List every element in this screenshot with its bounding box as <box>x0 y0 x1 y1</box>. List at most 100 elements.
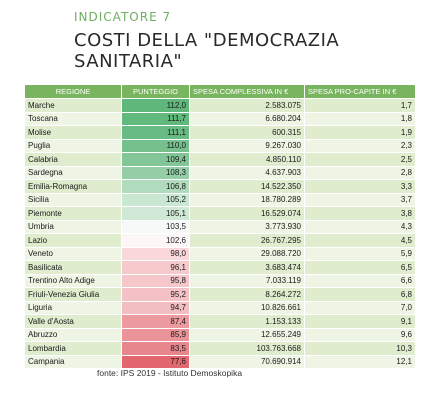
cell-spesa-complessiva: 26.767.295 <box>189 233 305 248</box>
table-row: Piemonte 105,1 16.529.074 3,8 <box>24 206 416 221</box>
cell-regione: Lombardia <box>24 341 122 356</box>
cell-regione: Emilia-Romagna <box>24 179 122 194</box>
cell-punteggio: 96,1 <box>121 260 190 275</box>
cell-spesa-pro-capite: 9,1 <box>304 314 416 329</box>
cell-spesa-pro-capite: 3,7 <box>304 192 416 207</box>
cell-regione: Piemonte <box>24 206 122 221</box>
cell-spesa-complessiva: 7.033.119 <box>189 273 305 288</box>
table-row: Sardegna 108,3 4.637.903 2,8 <box>24 165 416 180</box>
cell-spesa-complessiva: 1.153.133 <box>189 314 305 329</box>
cell-spesa-pro-capite: 3,3 <box>304 179 416 194</box>
cell-regione: Basilicata <box>24 260 122 275</box>
cell-spesa-complessiva: 9.267.030 <box>189 138 305 153</box>
cell-punteggio: 102,6 <box>121 233 190 248</box>
column-header-punteggio: PUNTEGGIO <box>121 84 190 99</box>
cell-spesa-complessiva: 8.264.272 <box>189 287 305 302</box>
table-row: Emilia-Romagna 106,8 14.522.350 3,3 <box>24 179 416 194</box>
cell-spesa-pro-capite: 7,0 <box>304 300 416 315</box>
cell-regione: Marche <box>24 98 122 113</box>
cell-regione: Molise <box>24 125 122 140</box>
cell-spesa-pro-capite: 4,5 <box>304 233 416 248</box>
table-row: Marche 112,0 2.583.075 1,7 <box>24 98 416 113</box>
table-row: Liguria 94,7 10.826.661 7,0 <box>24 300 416 315</box>
cell-spesa-complessiva: 103.763.668 <box>189 341 305 356</box>
cell-spesa-pro-capite: 5,9 <box>304 246 416 261</box>
table-row: Friuli-Venezia Giulia 95,2 8.264.272 6,8 <box>24 287 416 302</box>
cell-regione: Sardegna <box>24 165 122 180</box>
cell-spesa-complessiva: 4.637.903 <box>189 165 305 180</box>
cell-regione: Trentino Alto Adige <box>24 273 122 288</box>
cell-spesa-pro-capite: 6,8 <box>304 287 416 302</box>
cell-spesa-complessiva: 4.850.110 <box>189 152 305 167</box>
cell-punteggio: 103,5 <box>121 219 190 234</box>
cell-regione: Campania <box>24 354 122 369</box>
cell-regione: Puglia <box>24 138 122 153</box>
table-row: Trentino Alto Adige 95,8 7.033.119 6,6 <box>24 273 416 288</box>
table-body: Marche 112,0 2.583.075 1,7 Toscana 111,7 6.680… <box>24 98 416 369</box>
cell-punteggio: 105,2 <box>121 192 190 207</box>
cell-spesa-complessiva: 2.583.075 <box>189 98 305 113</box>
cell-regione: Abruzzo <box>24 327 122 342</box>
cell-regione: Sicilia <box>24 192 122 207</box>
column-header-spesa-complessiva: SPESA COMPLESSIVA IN € <box>189 84 305 99</box>
table-row: Sicilia 105,2 18.780.289 3,7 <box>24 192 416 207</box>
cell-punteggio: 98,0 <box>121 246 190 261</box>
cell-spesa-complessiva: 600.315 <box>189 125 305 140</box>
table-row: Umbria 103,5 3.773.930 4,3 <box>24 219 416 234</box>
cell-punteggio: 87,4 <box>121 314 190 329</box>
cell-spesa-pro-capite: 4,3 <box>304 219 416 234</box>
cell-spesa-pro-capite: 3,8 <box>304 206 416 221</box>
cell-spesa-pro-capite: 2,8 <box>304 165 416 180</box>
cell-punteggio: 105,1 <box>121 206 190 221</box>
cell-spesa-pro-capite: 2,3 <box>304 138 416 153</box>
cell-spesa-complessiva: 16.529.074 <box>189 206 305 221</box>
cell-spesa-pro-capite: 6,5 <box>304 260 416 275</box>
cell-spesa-complessiva: 29.088.720 <box>189 246 305 261</box>
table-row: Veneto 98,0 29.088.720 5,9 <box>24 246 416 261</box>
cell-punteggio: 95,2 <box>121 287 190 302</box>
cell-spesa-pro-capite: 10,3 <box>304 341 416 356</box>
cell-regione: Valle d'Aosta <box>24 314 122 329</box>
cell-spesa-complessiva: 70.690.914 <box>189 354 305 369</box>
table-row: Abruzzo 85,9 12.655.249 9,6 <box>24 327 416 342</box>
cell-spesa-pro-capite: 12,1 <box>304 354 416 369</box>
cell-spesa-complessiva: 12.655.249 <box>189 327 305 342</box>
cell-spesa-complessiva: 10.826.661 <box>189 300 305 315</box>
cell-spesa-complessiva: 3.773.930 <box>189 219 305 234</box>
cell-punteggio: 83,5 <box>121 341 190 356</box>
cell-regione: Lazio <box>24 233 122 248</box>
cell-spesa-complessiva: 6.680.204 <box>189 111 305 126</box>
cell-regione: Calabria <box>24 152 122 167</box>
cell-punteggio: 106,8 <box>121 179 190 194</box>
source-note: fonte: IPS 2019 - Istituto Demoskopika <box>97 368 243 378</box>
cell-spesa-complessiva: 3.683.474 <box>189 260 305 275</box>
cell-spesa-pro-capite: 1,9 <box>304 125 416 140</box>
cell-spesa-pro-capite: 9,6 <box>304 327 416 342</box>
cell-punteggio: 110,0 <box>121 138 190 153</box>
cell-spesa-pro-capite: 2,5 <box>304 152 416 167</box>
column-header-regione: REGIONE <box>24 84 122 99</box>
cell-punteggio: 85,9 <box>121 327 190 342</box>
cell-punteggio: 77,6 <box>121 354 190 369</box>
cell-punteggio: 94,7 <box>121 300 190 315</box>
column-header-spesa-pro-capite: SPESA PRO-CAPITE IN € <box>304 84 416 99</box>
cell-regione: Liguria <box>24 300 122 315</box>
table-row: Basilicata 96,1 3.683.474 6,5 <box>24 260 416 275</box>
cell-spesa-pro-capite: 1,8 <box>304 111 416 126</box>
table-row: Calabria 109,4 4.850.110 2,5 <box>24 152 416 167</box>
cell-punteggio: 109,4 <box>121 152 190 167</box>
ranking-table: REGIONE PUNTEGGIO SPESA COMPLESSIVA IN €… <box>24 84 416 369</box>
table-row: Campania 77,6 70.690.914 12,1 <box>24 354 416 369</box>
cell-spesa-complessiva: 14.522.350 <box>189 179 305 194</box>
cell-punteggio: 111,1 <box>121 125 190 140</box>
table-row: Puglia 110,0 9.267.030 2,3 <box>24 138 416 153</box>
cell-punteggio: 112,0 <box>121 98 190 113</box>
indicator-label: INDICATORE 7 <box>74 10 172 24</box>
cell-punteggio: 108,3 <box>121 165 190 180</box>
cell-punteggio: 95,8 <box>121 273 190 288</box>
table-row: Lombardia 83,5 103.763.668 10,3 <box>24 341 416 356</box>
table-row: Toscana 111,7 6.680.204 1,8 <box>24 111 416 126</box>
cell-regione: Umbria <box>24 219 122 234</box>
cell-punteggio: 111,7 <box>121 111 190 126</box>
cell-regione: Toscana <box>24 111 122 126</box>
